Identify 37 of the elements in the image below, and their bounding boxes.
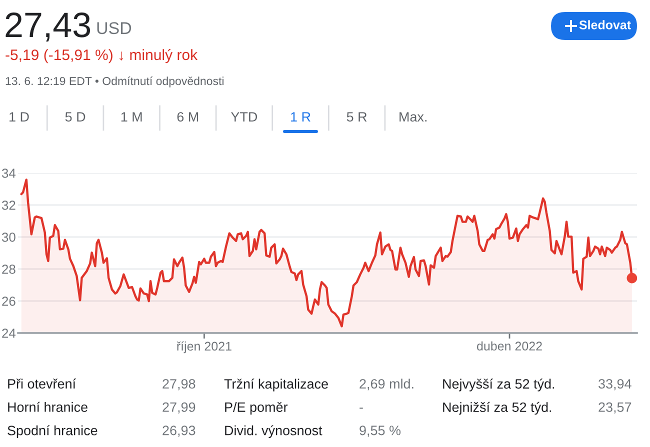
text: Horní hranice xyxy=(8,402,88,412)
text: 9,55 % xyxy=(360,426,401,437)
text: YTD xyxy=(230,112,258,122)
text: - xyxy=(360,408,363,409)
y-tick-label: 34 xyxy=(2,168,16,178)
y-tick-label: 24 xyxy=(2,328,16,338)
text: Sledovat xyxy=(579,20,631,30)
x-tick-label: říjen 2021 xyxy=(176,341,232,354)
text: Nejnižší za 52 týd. xyxy=(443,402,552,415)
y-tick-label: 30 xyxy=(2,232,16,242)
text: 23,57 xyxy=(598,402,632,414)
text: Spodní hranice xyxy=(8,425,98,438)
text: P/E poměr xyxy=(225,402,288,415)
text: 1 R xyxy=(291,112,310,122)
text: 13. 6. 12:19 EDT • Odmítnutí odpovědnosti xyxy=(6,76,224,88)
text: 26,93 xyxy=(162,426,196,437)
text: Nejvyšší za 52 týd. xyxy=(443,378,554,392)
text: 2,69 mld. xyxy=(360,378,414,390)
text: Tržní kapitalizace xyxy=(224,378,328,392)
text: 27,99 xyxy=(162,402,196,414)
text: 27,98 xyxy=(162,379,196,390)
y-tick-label: 28 xyxy=(2,264,16,274)
text: 5 R xyxy=(346,112,367,122)
x-tick-label: duben 2022 xyxy=(477,341,542,351)
text: 1 D xyxy=(10,112,29,122)
chart-subtitle: -5,19 (-15,91 %) ↓ minulý rok xyxy=(6,48,198,64)
text: 1 M xyxy=(121,112,142,122)
y-tick-label: 26 xyxy=(2,296,16,306)
text: 5 D xyxy=(65,112,86,122)
text: 6 M xyxy=(177,112,198,122)
chart-title: 27,43 xyxy=(6,12,90,42)
text: Divid. výnosnost xyxy=(225,425,322,438)
text: Při otevření xyxy=(8,378,76,389)
text: Max. xyxy=(400,112,426,122)
text: 33,94 xyxy=(598,379,632,390)
text: USD xyxy=(97,22,132,34)
y-tick-label: 32 xyxy=(2,200,16,210)
